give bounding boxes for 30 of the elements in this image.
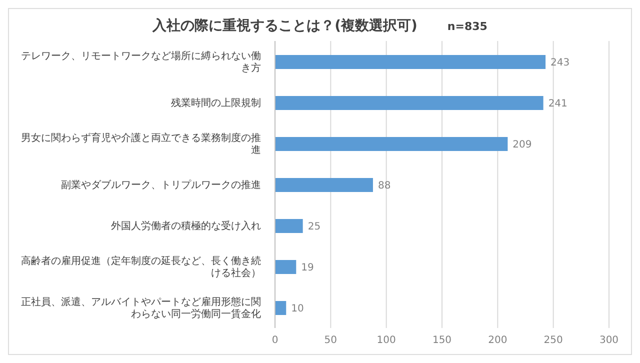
x-tick-label: 150 (432, 335, 452, 346)
chart-title: 入社の際に重視することは？(複数選択可) (152, 17, 418, 35)
y-tick-label: 外国人労働者の積極的な受け入れ (111, 220, 261, 232)
x-tick-label: 100 (376, 335, 396, 346)
y-tick-label: 副業やダブルワーク、トリプルワークの推進 (61, 179, 261, 191)
data-label: 209 (512, 140, 532, 151)
y-tick-label: テレワーク、リモートワークなど場所に縛られない働き方 (21, 50, 261, 74)
x-tick-label: 50 (324, 335, 338, 346)
bar (275, 178, 373, 192)
bar (275, 260, 296, 274)
data-label: 243 (550, 58, 570, 69)
data-label: 19 (301, 262, 314, 274)
x-tick-label: 300 (599, 335, 619, 346)
y-tick-label: 正社員、派遣、アルバイトやパートなど雇用形態に関わらない同一労働同一賃金化 (21, 296, 261, 320)
data-label: 25 (308, 222, 321, 233)
data-label: 10 (291, 304, 304, 315)
data-label: 241 (548, 98, 568, 110)
y-tick-label: 男女に関わらず育児や介護と両立できる業務制度の推進 (21, 132, 261, 156)
x-tick-label: 250 (544, 335, 563, 346)
y-tick-label: 高齢者の雇用促進（定年制度の延長など、長く働き続ける社会） (21, 255, 261, 279)
x-tick-label: 0 (272, 335, 278, 346)
y-tick-label: 残業時間の上限規制 (171, 97, 261, 109)
bar (275, 301, 286, 315)
chart-subtitle: n=835 (447, 20, 488, 33)
bar (275, 219, 303, 233)
data-label: 88 (378, 180, 391, 192)
bar (275, 137, 508, 151)
x-tick-label: 200 (488, 335, 508, 346)
bar (275, 55, 546, 69)
bar (275, 96, 544, 110)
